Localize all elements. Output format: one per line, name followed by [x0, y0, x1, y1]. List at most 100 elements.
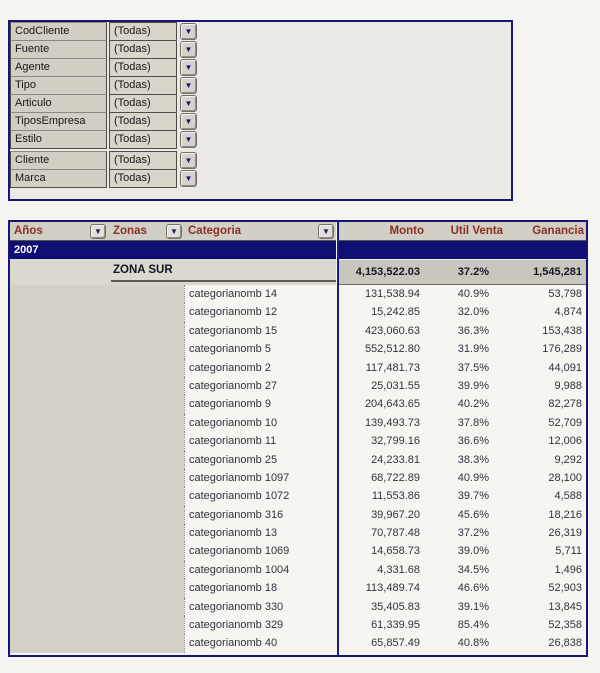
categoria-cell[interactable]: categorianomb 1004: [184, 560, 336, 580]
anos-filter-dropdown-button[interactable]: ▼: [90, 224, 106, 239]
filter-field-value[interactable]: (Todas): [109, 151, 177, 170]
monto-cell: 139,493.73: [364, 416, 420, 429]
filter-field-value[interactable]: (Todas): [109, 58, 177, 77]
data-rows-container: categorianomb 14 131,538.94 40.9% 53,798 cat…: [10, 285, 586, 653]
table-row: categorianomb 13 70,787.48 37.2% 26,319: [10, 524, 586, 543]
monto-cell: 32,799.16: [371, 435, 420, 448]
filter-dropdown-button[interactable]: ▼: [180, 113, 197, 130]
categoria-cell[interactable]: categorianomb 329: [184, 616, 336, 635]
zonas-filter-dropdown-button[interactable]: ▼: [166, 224, 182, 239]
util-venta-cell: 39.1%: [457, 600, 489, 613]
categoria-cell[interactable]: categorianomb 10: [184, 413, 336, 433]
filter-dropdown-button[interactable]: ▼: [180, 152, 197, 169]
values-area: [339, 597, 586, 617]
values-area-divider: [336, 222, 339, 655]
categoria-cell[interactable]: categorianomb 15: [184, 321, 336, 341]
categoria-cell[interactable]: categorianomb 13: [184, 524, 336, 543]
column-header-anos[interactable]: Años: [14, 225, 43, 237]
filter-dropdown-button[interactable]: ▼: [180, 77, 197, 94]
zone-total-util-venta: 37.2%: [457, 266, 489, 278]
categoria-cell[interactable]: categorianomb 18: [184, 579, 336, 598]
categoria-cell[interactable]: categorianomb 27: [184, 376, 336, 396]
table-row: categorianomb 11 32,799.16 36.6% 12,006: [10, 432, 586, 451]
categoria-cell[interactable]: categorianomb 2: [184, 358, 336, 377]
filter-dropdown-button[interactable]: ▼: [180, 170, 197, 187]
column-header-categoria[interactable]: Categoria: [188, 225, 242, 237]
util-venta-cell: 40.2%: [457, 398, 489, 411]
filter-field-label: Fuente: [10, 40, 107, 59]
row-header-empty-area: [10, 634, 184, 653]
filter-dropdown-button[interactable]: ▼: [180, 23, 197, 40]
ganancia-cell: 18,216: [548, 508, 582, 521]
categoria-filter-dropdown-button[interactable]: ▼: [318, 224, 334, 239]
values-area: [339, 468, 586, 488]
column-header-util-venta[interactable]: Util Venta: [450, 225, 503, 237]
categoria-cell[interactable]: categorianomb 12: [184, 303, 336, 322]
values-area: [339, 450, 586, 469]
column-header-monto[interactable]: Monto: [389, 225, 424, 237]
filter-field-value[interactable]: (Todas): [109, 76, 177, 95]
util-venta-cell: 34.5%: [457, 563, 489, 576]
filter-field-value[interactable]: (Todas): [109, 130, 177, 149]
ganancia-cell: 13,845: [548, 600, 582, 613]
table-row: categorianomb 316 39,967.20 45.6% 18,216: [10, 505, 586, 525]
filter-field-value[interactable]: (Todas): [109, 22, 177, 41]
categoria-cell[interactable]: categorianomb 5: [184, 340, 336, 359]
categoria-cell[interactable]: categorianomb 25: [184, 450, 336, 469]
pivot-table: Años ▼ Zonas ▼ Categoria ▼ Monto Util Ve…: [8, 220, 588, 657]
filter-row: TiposEmpresa (Todas) ▼: [10, 112, 511, 131]
row-header-empty-area: [10, 468, 184, 488]
ganancia-cell: 44,091: [548, 361, 582, 374]
filter-field-label: Tipo: [10, 76, 107, 95]
util-venta-cell: 36.6%: [457, 435, 489, 448]
categoria-cell[interactable]: categorianomb 40: [184, 634, 336, 653]
year-label: 2007: [14, 244, 39, 256]
values-area: [339, 358, 586, 377]
categoria-cell[interactable]: categorianomb 316: [184, 505, 336, 525]
filter-row: Fuente (Todas) ▼: [10, 40, 511, 59]
monto-cell: 11,553.86: [371, 490, 420, 503]
categoria-cell[interactable]: categorianomb 9: [184, 395, 336, 414]
categoria-cell[interactable]: categorianomb 1072: [184, 487, 336, 506]
ganancia-cell: 26,319: [548, 527, 582, 540]
dropdown-arrow-icon: ▼: [184, 156, 193, 165]
row-header-empty-area: [10, 524, 184, 543]
categoria-cell[interactable]: categorianomb 11: [184, 432, 336, 451]
column-header-zonas[interactable]: Zonas: [113, 225, 147, 237]
filter-dropdown-button[interactable]: ▼: [180, 41, 197, 58]
values-area: [339, 524, 586, 543]
filter-field-value[interactable]: (Todas): [109, 169, 177, 188]
table-row: categorianomb 1004 4,331.68 34.5% 1,496: [10, 560, 586, 580]
util-venta-cell: 37.8%: [457, 416, 489, 429]
filter-field-value[interactable]: (Todas): [109, 40, 177, 59]
column-header-ganancia[interactable]: Ganancia: [532, 225, 584, 237]
monto-cell: 113,489.74: [365, 582, 420, 595]
monto-cell: 68,722.89: [371, 471, 420, 484]
table-row: categorianomb 25 24,233.81 38.3% 9,292: [10, 450, 586, 469]
categoria-cell[interactable]: categorianomb 1069: [184, 542, 336, 561]
row-header-empty-area: [10, 413, 184, 433]
filter-dropdown-button[interactable]: ▼: [180, 59, 197, 76]
ganancia-cell: 9,292: [554, 453, 582, 466]
filter-field-value[interactable]: (Todas): [109, 94, 177, 113]
values-area: [339, 376, 586, 396]
monto-cell: 131,538.94: [364, 288, 420, 300]
row-header-empty-area: [10, 340, 184, 359]
row-header-empty-area: [10, 616, 184, 635]
table-row: categorianomb 329 61,339.95 85.4% 52,358: [10, 616, 586, 635]
row-header-empty-area: [10, 597, 184, 617]
categoria-cell[interactable]: categorianomb 1097: [184, 468, 336, 488]
filter-dropdown-button[interactable]: ▼: [180, 131, 197, 148]
dropdown-arrow-icon: ▼: [184, 99, 193, 108]
values-area: [339, 413, 586, 433]
categoria-cell[interactable]: categorianomb 14: [184, 285, 336, 304]
year-row[interactable]: 2007: [10, 241, 586, 259]
filter-field-value[interactable]: (Todas): [109, 112, 177, 131]
monto-cell: 204,643.65: [364, 398, 420, 411]
dropdown-arrow-icon: ▼: [184, 63, 193, 72]
zone-subtotal-row[interactable]: ZONA SUR 4,153,522.03 37.2% 1,545,281: [10, 259, 586, 285]
monto-cell: 61,339.95: [371, 619, 420, 632]
filter-dropdown-button[interactable]: ▼: [180, 95, 197, 112]
util-venta-cell: 39.9%: [457, 379, 489, 392]
categoria-cell[interactable]: categorianomb 330: [184, 597, 336, 617]
